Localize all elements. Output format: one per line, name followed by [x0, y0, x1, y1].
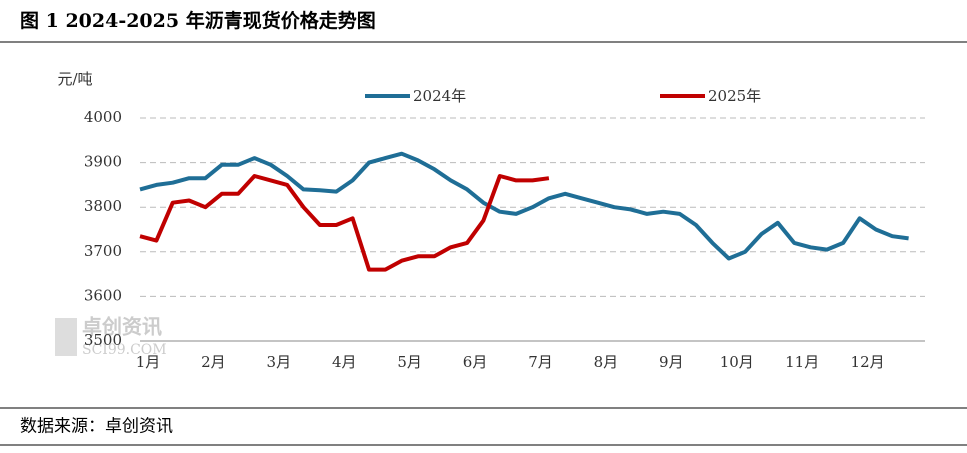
legend-label: 2024年 [413, 87, 466, 105]
watermark-logo [55, 318, 77, 356]
x-tick-label: 11月 [785, 353, 819, 371]
watermark: SCI99.COM [82, 342, 167, 358]
series-line [139, 174, 550, 272]
x-tick-label: 12月 [851, 353, 885, 371]
series-line [139, 151, 909, 261]
x-tick-label: 2月 [201, 353, 226, 371]
y-axis-label: 元/吨 [57, 70, 92, 88]
x-tick-label: 7月 [528, 353, 553, 371]
y-tick-label: 3600 [84, 286, 122, 304]
source: 数据来源：卓创资讯 [20, 417, 173, 437]
y-tick-label: 3500 [84, 331, 122, 349]
chart-title: 图 1 2024-2025 年沥青现货价格走势图 [20, 9, 376, 32]
x-tick-label: 6月 [463, 353, 488, 371]
y-tick-label: 3900 [84, 153, 122, 171]
legend-label: 2025年 [708, 87, 761, 105]
x-tick-label: 1月 [136, 353, 161, 371]
y-tick-label: 3700 [84, 242, 122, 260]
x-tick-label: 3月 [267, 353, 292, 371]
x-tick-label: 5月 [397, 353, 422, 371]
x-tick-label: 10月 [720, 353, 754, 371]
y-tick-label: 3800 [84, 197, 122, 215]
x-tick-label: 8月 [594, 353, 619, 371]
watermark: 卓创资讯 [82, 315, 162, 339]
x-tick-label: 9月 [659, 353, 684, 371]
x-tick-label: 4月 [332, 353, 357, 371]
y-tick-label: 4000 [84, 108, 122, 126]
